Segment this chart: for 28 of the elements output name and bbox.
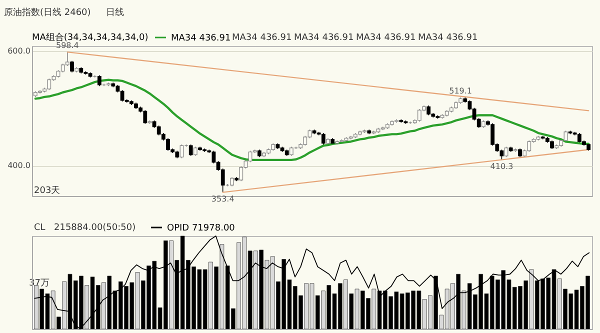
annotation: 598.4	[56, 41, 79, 50]
text: MA34 436.91	[294, 33, 354, 43]
legend-title: MA组合(34,34,34,34,34,0)	[32, 32, 148, 43]
candlestick	[188, 144, 193, 156]
y-tick-label: 400.0	[8, 161, 30, 170]
text: CL	[34, 223, 46, 233]
candlestick	[70, 60, 74, 73]
annotation: 203天	[34, 185, 60, 196]
legend-label: OPID 71978.00	[167, 224, 236, 234]
annotation: 353.4	[211, 194, 234, 204]
text: 215884.00(50:50)	[54, 223, 136, 233]
chart-title: 原油指数(日线 2460)	[4, 7, 91, 18]
candlestick	[230, 176, 234, 187]
legend-label: MA34 436.91	[171, 34, 231, 44]
line-series	[34, 78, 590, 162]
text: 日线	[106, 7, 124, 18]
annotation: 519.1	[449, 86, 472, 96]
y-tick-label: 600.0	[8, 46, 30, 56]
candlestick	[504, 146, 508, 158]
candlestick	[97, 74, 102, 86]
candlestick	[426, 105, 431, 116]
candlestick	[289, 146, 294, 156]
text: MA34 436.91	[232, 33, 292, 43]
annotation: 410.3	[490, 162, 514, 171]
text: MA34 436.91	[356, 33, 416, 43]
candlestick	[321, 132, 326, 145]
text: MA34 436.91	[418, 33, 478, 43]
candlestick	[193, 146, 198, 156]
